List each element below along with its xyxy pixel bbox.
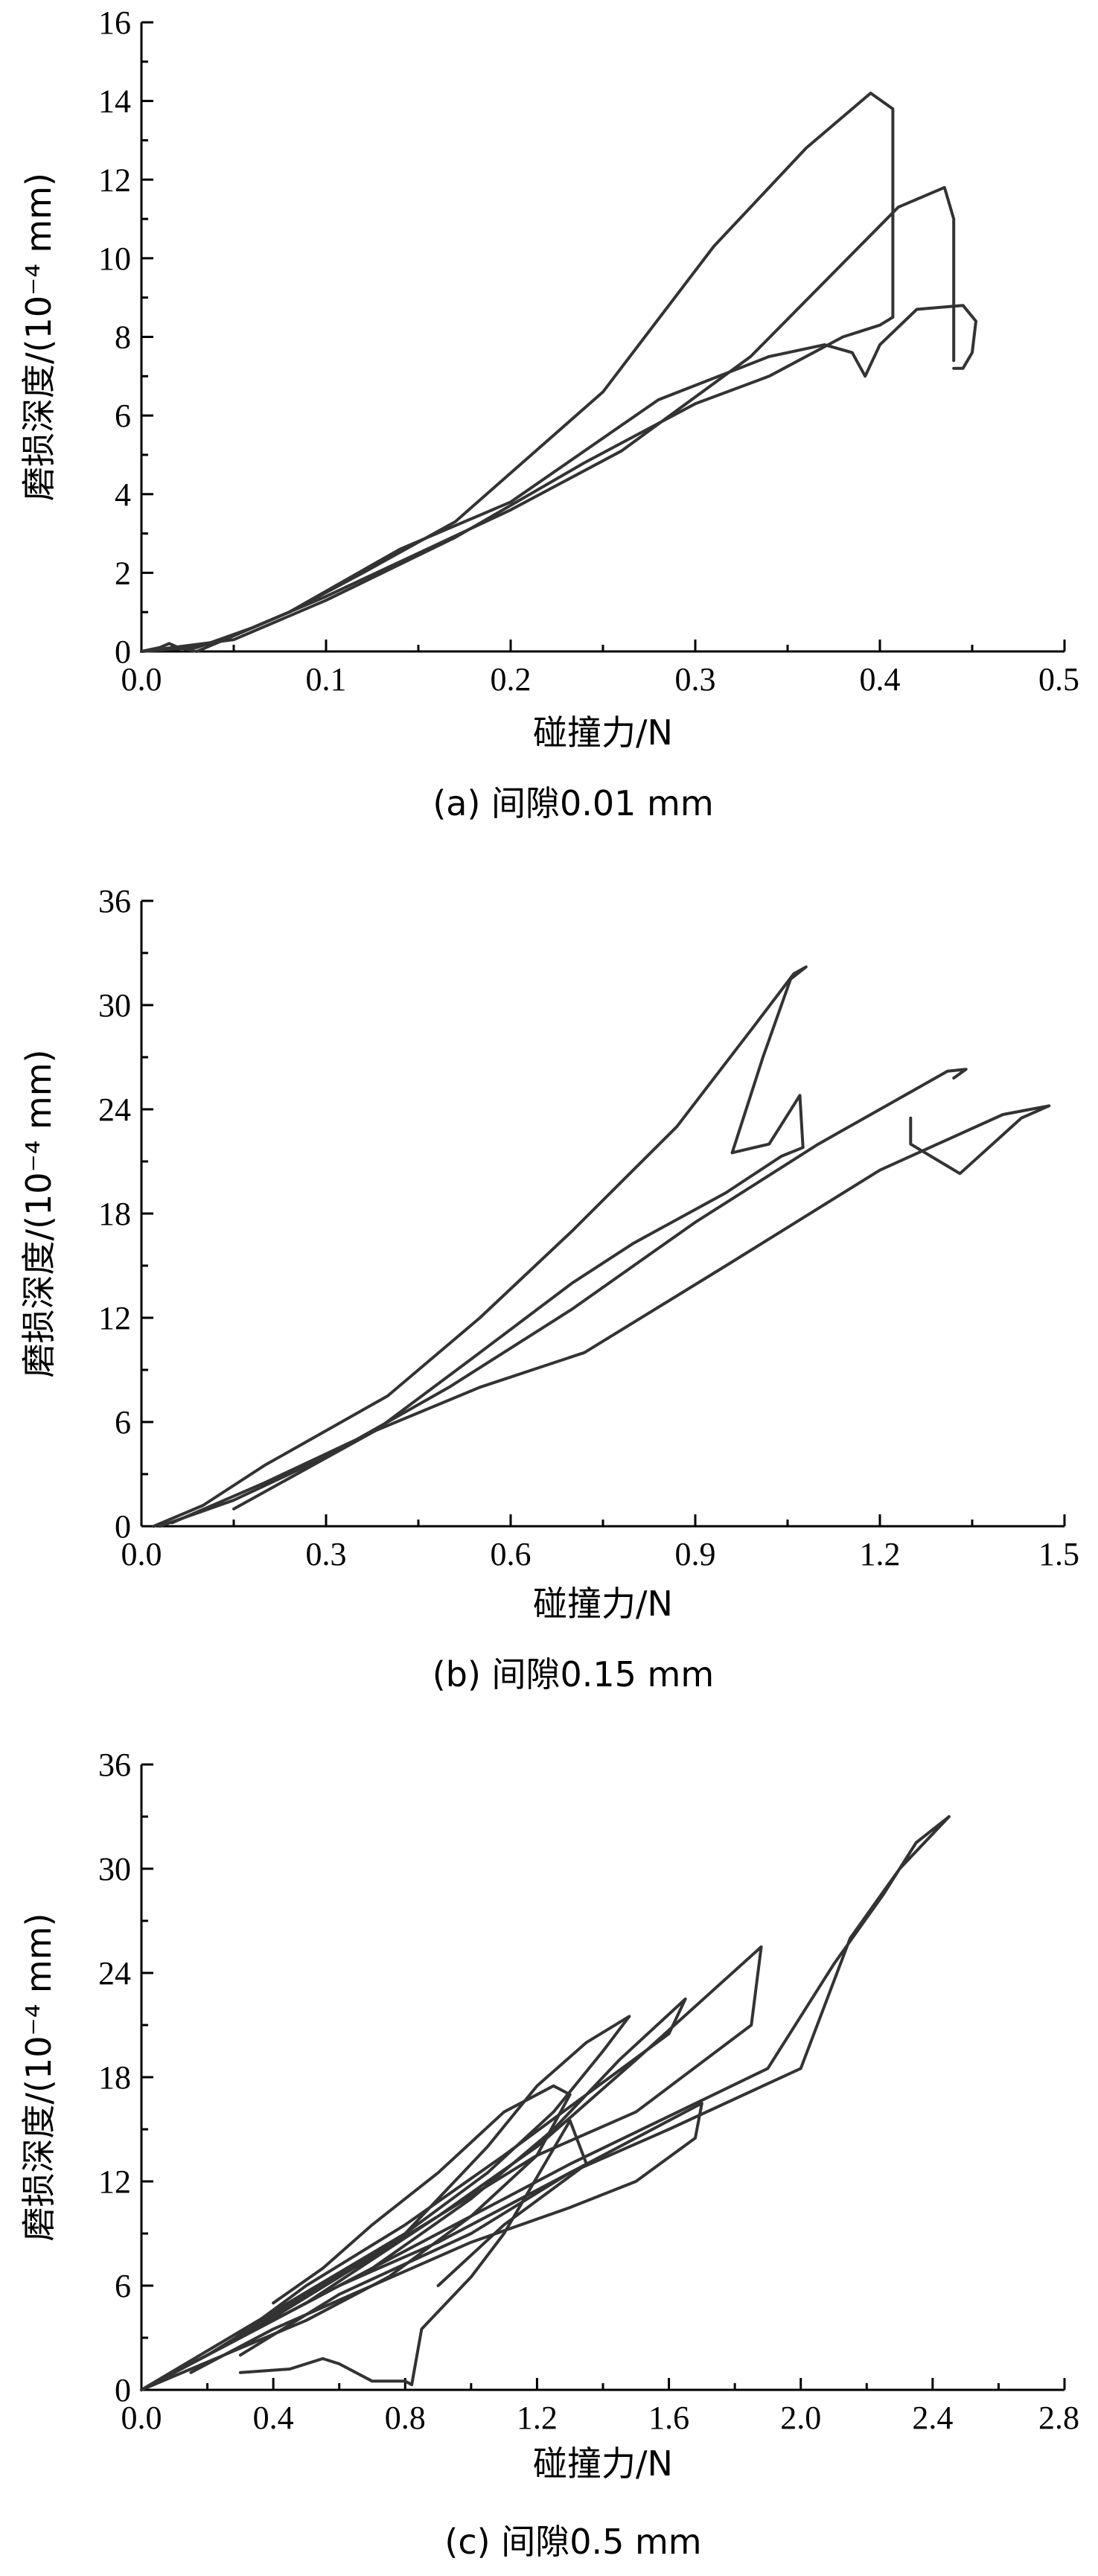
series-line-2 bbox=[140, 185, 956, 653]
series-line-6 bbox=[140, 1998, 687, 2391]
y-tick-label: 12 bbox=[98, 2164, 131, 2200]
x-axis-title: 碰撞力/N bbox=[533, 2443, 673, 2484]
series-line-3 bbox=[158, 1068, 968, 1528]
x-tick-label: 0.0 bbox=[121, 661, 162, 698]
y-axis-title: 磨损深度/(10⁻⁴ mm) bbox=[19, 1913, 59, 2242]
chart-caption-c: (c) 间隙0.5 mm bbox=[444, 2522, 701, 2562]
y-tick-label: 14 bbox=[98, 83, 131, 120]
chart-caption-a: (a) 间隙0.01 mm bbox=[433, 783, 713, 823]
x-tick-label: 0.1 bbox=[306, 661, 347, 698]
y-tick-label: 4 bbox=[115, 476, 131, 513]
y-tick-label: 16 bbox=[98, 4, 131, 41]
x-tick-label: 2.4 bbox=[912, 2400, 953, 2436]
chart-panel-a: 0 2 4 6 8 10 12 14 16 0.0 0.1 0.2 0.3 0.4 0.5 碰撞力/N 磨损深度… bbox=[0, 0, 1098, 849]
series-line-3 bbox=[140, 2015, 631, 2391]
series-line-3 bbox=[140, 304, 977, 653]
chart-panel-c: 0 6 12 18 24 30 36 0.0 0.4 0.8 1.2 1.6 2.0 2.4 2.8 碰撞力/… bbox=[0, 1712, 1098, 2576]
y-tick-label: 2 bbox=[115, 555, 131, 591]
x-tick-label: 2.8 bbox=[1038, 2400, 1079, 2436]
series-line-1 bbox=[152, 965, 808, 1528]
x-tick-label: 1.6 bbox=[648, 2400, 689, 2436]
chart-a-svg: 0 2 4 6 8 10 12 14 16 0.0 0.1 0.2 0.3 0.4 0.5 碰撞力/N 磨损深度… bbox=[19, 4, 1079, 823]
y-tick-label: 10 bbox=[98, 240, 131, 277]
chart-caption-b: (b) 间隙0.15 mm bbox=[433, 1654, 714, 1695]
x-tick-label: 0.6 bbox=[491, 1536, 532, 1572]
series-line-1 bbox=[140, 1815, 951, 2391]
y-tick-label: 36 bbox=[98, 883, 131, 919]
x-tick-label: 0.0 bbox=[121, 1536, 162, 1572]
y-tick-label: 6 bbox=[115, 398, 131, 434]
x-tick-label: 1.5 bbox=[1038, 1536, 1079, 1572]
series-line-5 bbox=[238, 2119, 588, 2386]
x-tick-label: 2.0 bbox=[780, 2400, 821, 2436]
x-tick-label: 0.4 bbox=[860, 661, 901, 698]
y-tick-label: 24 bbox=[98, 1091, 131, 1128]
y-tick-label: 6 bbox=[115, 2268, 131, 2304]
y-tick-label: 24 bbox=[98, 1955, 131, 1992]
y-tick-label: 8 bbox=[115, 319, 131, 356]
x-tick-label: 0.0 bbox=[121, 2400, 162, 2436]
x-axis-title: 碰撞力/N bbox=[533, 1584, 673, 1624]
x-tick-label: 0.2 bbox=[491, 661, 532, 698]
y-tick-label: 0 bbox=[115, 2372, 131, 2408]
y-tick-label: 0 bbox=[115, 1508, 131, 1545]
x-tick-label: 1.2 bbox=[860, 1536, 901, 1572]
x-tick-label: 0.4 bbox=[253, 2400, 294, 2436]
y-tick-label: 12 bbox=[98, 162, 131, 198]
x-axis-title: 碰撞力/N bbox=[533, 712, 673, 753]
x-tick-label: 0.9 bbox=[675, 1536, 716, 1572]
x-tick-label: 0.3 bbox=[306, 1536, 347, 1572]
y-axis-title: 磨损深度/(10⁻⁴ mm) bbox=[19, 1050, 59, 1378]
y-tick-label: 30 bbox=[98, 1851, 131, 1887]
x-tick-label: 1.2 bbox=[517, 2400, 558, 2436]
y-tick-label: 30 bbox=[98, 987, 131, 1024]
y-tick-label: 18 bbox=[98, 2059, 131, 2096]
series-line-4 bbox=[140, 323, 881, 653]
y-axis-title: 磨损深度/(10⁻⁴ mm) bbox=[19, 173, 59, 501]
series-line-7 bbox=[140, 2084, 572, 2391]
y-tick-label: 12 bbox=[98, 1300, 131, 1336]
y-tick-label: 0 bbox=[115, 634, 131, 670]
chart-c-svg: 0 6 12 18 24 30 36 0.0 0.4 0.8 1.2 1.6 2.0 2.4 2.8 碰撞力/… bbox=[19, 1747, 1079, 2562]
x-tick-label: 0.5 bbox=[1038, 661, 1079, 698]
series-line-2 bbox=[140, 1945, 763, 2391]
y-tick-label: 36 bbox=[98, 1747, 131, 1783]
chart-b-svg: 0 6 12 18 24 30 36 0.0 0.3 0.6 0.9 1.2 1.5 碰撞力/N 磨损深度/… bbox=[19, 883, 1079, 1695]
x-tick-label: 0.8 bbox=[385, 2400, 426, 2436]
series-line-4 bbox=[232, 1104, 1051, 1511]
series-line-1 bbox=[140, 92, 895, 653]
x-tick-label: 0.3 bbox=[675, 661, 716, 698]
chart-panel-b: 0 6 12 18 24 30 36 0.0 0.3 0.6 0.9 1.2 1.5 碰撞力/N 磨损深度/… bbox=[0, 849, 1098, 1712]
y-tick-label: 18 bbox=[98, 1196, 131, 1232]
y-tick-label: 6 bbox=[115, 1404, 131, 1441]
